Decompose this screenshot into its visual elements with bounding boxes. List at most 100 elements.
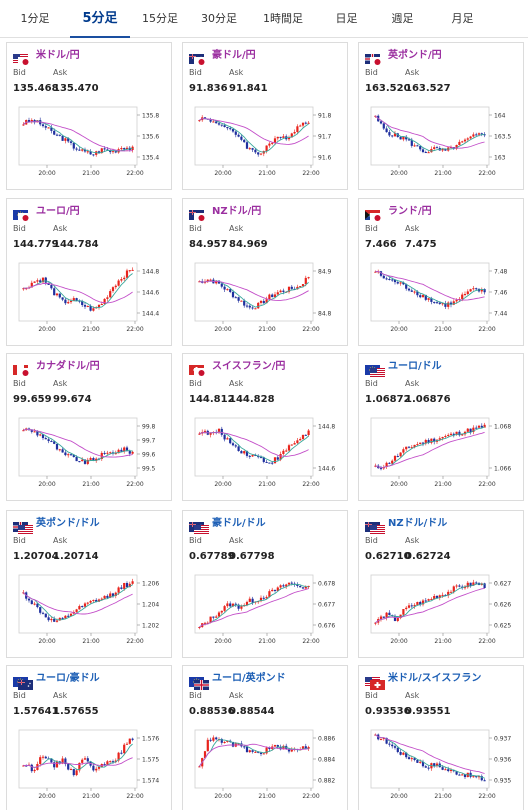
candle-body	[399, 282, 402, 284]
candle-body	[475, 134, 478, 136]
candle-body	[463, 774, 467, 778]
candle-body	[198, 766, 201, 768]
price-chart[interactable]: 91.8 91.7 91.6 20:00 21:00 22:00	[189, 101, 341, 183]
price-chart[interactable]: 7.48 7.46 7.44 20:00 21:00 22:00	[365, 257, 517, 339]
candle-body	[245, 601, 249, 605]
candle-body	[251, 148, 254, 150]
candle-body	[396, 618, 399, 621]
candle-body	[243, 746, 246, 748]
y-tick-label: 1.574	[142, 778, 159, 785]
bid-value: 0.88536	[189, 706, 235, 717]
candle-body	[109, 593, 112, 598]
price-chart[interactable]: 1.206 1.204 1.202 20:00 21:00 22:00	[13, 569, 165, 651]
candle-body	[251, 307, 254, 309]
candle-body	[271, 142, 274, 144]
candle-body	[407, 757, 411, 760]
price-chart[interactable]: 164 163.5 163 20:00 21:00 22:00	[365, 101, 517, 183]
currency-card[interactable]: ユーロ/ドル Bid Ask 1.06872 1.06876 1.068 1.066 20:0…	[358, 353, 524, 501]
tab-6[interactable]: 週足	[391, 12, 414, 25]
candle-body	[296, 126, 299, 132]
price-chart[interactable]: 0.886 0.884 0.882 20:00 21:00 22:00	[189, 724, 341, 806]
currency-card[interactable]: ランド/円 Bid Ask 7.466 7.475 7.48 7.46 7.44 20:00 21…	[358, 198, 524, 346]
price-chart[interactable]: 0.937 0.936 0.935 20:00 21:00 22:00	[365, 724, 517, 806]
candle-body	[212, 737, 215, 741]
x-tick-label: 21:00	[258, 793, 275, 800]
candle-body	[111, 287, 115, 292]
price-chart[interactable]: 135.8 135.6 135.4 20:00 21:00 22:00	[13, 101, 165, 183]
candle-body	[217, 123, 221, 125]
currency-card[interactable]: 米ドル/スイスフラン Bid Ask 0.93536 0.93551 0.937 0.936…	[358, 665, 524, 810]
currency-card[interactable]: NZドル/円 Bid Ask 84.957 84.969 84.9 84.8 20:00 21:…	[182, 198, 348, 346]
price-chart[interactable]: 0.678 0.677 0.676 20:00 21:00 22:00	[189, 569, 341, 651]
bid-label: Bid	[189, 68, 202, 77]
tab-7[interactable]: 月足	[451, 12, 474, 25]
candle-body	[106, 149, 109, 151]
candle-body	[226, 438, 229, 440]
candle-body	[109, 291, 112, 298]
currency-card[interactable]: NZドル/ドル Bid Ask 0.62710 0.62724 0.627 0.626 0.6…	[358, 510, 524, 658]
currency-card[interactable]: 英ポンド/ドル Bid Ask 1.20704 1.20714 1.206 1.204 1.2…	[6, 510, 172, 658]
currency-card[interactable]: 米ドル/円 Bid Ask 135.468 135.470 135.8 135.6 135.4…	[6, 42, 172, 190]
y-tick-label: 99.5	[142, 466, 156, 473]
price-chart[interactable]: 144.8 144.6 144.4 20:00 21:00 22:00	[13, 257, 165, 339]
candle-body	[245, 305, 249, 307]
ask-value: 1.20714	[53, 551, 99, 562]
candle-body	[72, 142, 75, 149]
candle-body	[30, 429, 33, 432]
candle-body	[419, 146, 422, 150]
currency-card[interactable]: 豪ドル/円 Bid Ask 91.836 91.841 91.8 91.7 91.6 20:00…	[182, 42, 348, 190]
bid-label: Bid	[365, 379, 378, 388]
candle-body	[97, 766, 101, 769]
price-chart[interactable]: 99.8 99.7 99.6 99.5 20:00 21:00 22:00	[13, 412, 165, 494]
x-tick-label: 20:00	[390, 638, 407, 645]
ask-label: Ask	[405, 379, 420, 388]
bid-label: Bid	[13, 536, 26, 545]
candle-body	[304, 586, 307, 589]
currency-card[interactable]: 豪ドル/ドル Bid Ask 0.67789 0.67798 0.678 0.677 0.67…	[182, 510, 348, 658]
ma-short-line	[375, 734, 485, 779]
currency-card[interactable]: ユーロ/円 Bid Ask 144.779 144.784 144.8 144.6 144.4…	[6, 198, 172, 346]
candle-body	[388, 462, 391, 464]
candle-body	[100, 304, 103, 306]
candle-body	[396, 747, 399, 752]
candle-body	[282, 585, 285, 587]
currency-card[interactable]: スイスフラン/円 Bid Ask 144.812 144.828 144.8 144.6 20…	[182, 353, 348, 501]
tab-4[interactable]: 1時間足	[263, 12, 303, 25]
candle-body	[447, 769, 450, 772]
candle-body	[472, 288, 475, 290]
price-chart[interactable]: 0.627 0.626 0.625 20:00 21:00 22:00	[365, 569, 517, 651]
chart-frame	[194, 417, 314, 477]
currency-card[interactable]: 英ポンド/円 Bid Ask 163.520 163.527 164 163.5 163 20:…	[358, 42, 524, 190]
candle-body	[27, 598, 31, 601]
tab-3[interactable]: 30分足	[201, 12, 237, 25]
price-chart[interactable]: 1.576 1.575 1.574 20:00 21:00 22:00	[13, 724, 165, 806]
candle-body	[30, 600, 33, 605]
candle-body	[299, 438, 302, 441]
bid-label: Bid	[365, 536, 378, 545]
price-chart[interactable]: 144.8 144.6 20:00 21:00 22:00	[189, 412, 341, 494]
candle-body	[421, 600, 425, 605]
candle-body	[430, 298, 433, 302]
price-chart[interactable]: 84.9 84.8 20:00 21:00 22:00	[189, 257, 341, 339]
candle-body	[223, 742, 226, 744]
tab-5[interactable]: 日足	[335, 12, 358, 25]
candle-body	[290, 582, 293, 584]
bid-value: 144.812	[189, 394, 235, 405]
candle-body	[273, 294, 277, 298]
price-chart[interactable]: 1.068 1.066 20:00 21:00 22:00	[365, 412, 517, 494]
tab-2[interactable]: 15分足	[142, 12, 178, 25]
candle-body	[374, 465, 377, 467]
currency-card[interactable]: カナダドル/円 Bid Ask 99.659 99.674 99.8 99.7 99.6 99.…	[6, 353, 172, 501]
candle-body	[444, 303, 447, 307]
bid-value: 1.06872	[365, 394, 411, 405]
candle-body	[78, 149, 81, 151]
y-tick-label: 7.46	[494, 290, 508, 297]
tab-0[interactable]: 1分足	[20, 12, 50, 25]
candle-body	[237, 604, 240, 609]
candle-body	[231, 741, 235, 747]
candle-body	[240, 300, 243, 302]
y-tick-label: 84.8	[318, 311, 332, 318]
tab-1[interactable]: 5分足	[70, 0, 130, 38]
currency-card[interactable]: ユーロ/豪ドル Bid Ask 1.57641 1.57655 1.576 1.575 1.5…	[6, 665, 172, 810]
currency-card[interactable]: ユーロ/英ポンド Bid Ask 0.88536 0.88544 0.886 0.884 0.…	[182, 665, 348, 810]
